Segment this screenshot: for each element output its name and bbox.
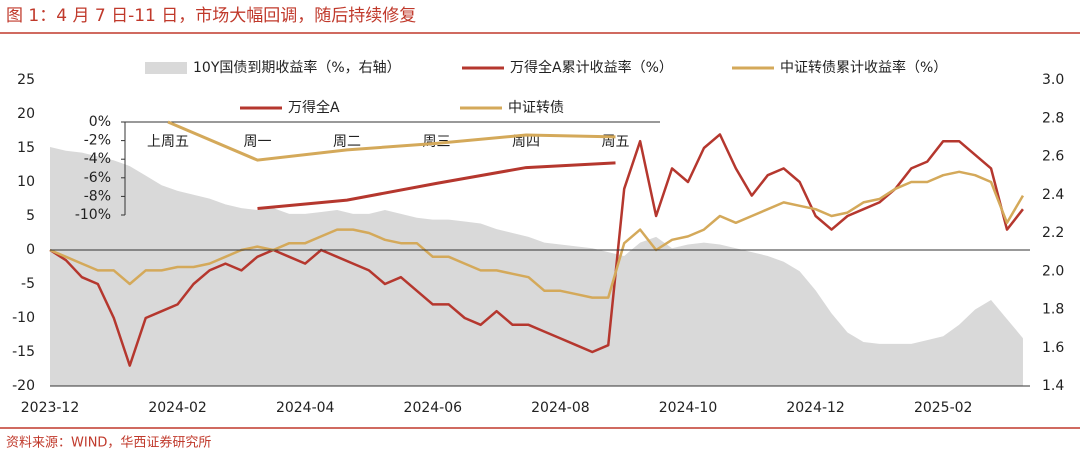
y-tick-label: 15 — [17, 140, 35, 156]
inset-y-tick-label: -4% — [84, 151, 111, 167]
inset-x-tick-label: 上周五 — [147, 134, 189, 150]
inset-y-tick-label: 0% — [89, 114, 111, 130]
y2-tick-label: 2.0 — [1042, 263, 1064, 279]
inset-y-tick-label: -10% — [75, 207, 111, 223]
y-tick-label: -5 — [21, 276, 35, 292]
y2-tick-label: 2.2 — [1042, 225, 1064, 241]
inset-x-tick-label: 周二 — [333, 134, 361, 150]
y2-tick-label: 1.6 — [1042, 340, 1064, 356]
source: 资料来源：WIND，华西证券研究所 — [6, 435, 211, 451]
y-tick-label: 10 — [17, 174, 35, 190]
x-tick-label: 2023-12 — [21, 400, 80, 416]
x-tick-label: 2024-04 — [276, 400, 335, 416]
inset-y-tick-label: -8% — [84, 188, 111, 204]
y2-tick-label: 3.0 — [1042, 72, 1064, 88]
legend-label: 万得全A累计收益率（%） — [510, 59, 673, 76]
inset-y-tick-label: -6% — [84, 170, 111, 186]
y2-tick-label: 1.8 — [1042, 302, 1064, 318]
area — [50, 146, 1023, 386]
inset-line — [167, 120, 616, 162]
y-tick-label: -10 — [12, 310, 35, 326]
y2-tick-label: 2.4 — [1042, 187, 1064, 203]
y-tick-label: 25 — [17, 72, 35, 88]
line — [49, 170, 1025, 299]
chart-title: 图 1：4 月 7 日-11 日，市场大幅回调，随后持续修复 — [6, 6, 416, 26]
legend-label: 中证转债累计收益率（%） — [780, 59, 947, 76]
x-tick-label: 2024-12 — [786, 400, 845, 416]
y-tick-label: 20 — [17, 106, 35, 122]
y2-tick-label: 2.8 — [1042, 110, 1064, 126]
inset-line — [257, 161, 616, 210]
y-tick-label: -20 — [12, 378, 35, 394]
legend-swatch — [145, 62, 187, 74]
x-tick-label: 2024-06 — [404, 400, 463, 416]
legend-label: 10Y国债到期收益率（%，右轴） — [193, 59, 401, 76]
x-tick-label: 2025-02 — [914, 400, 973, 416]
x-tick-label: 2024-08 — [531, 400, 590, 416]
inset-x-tick-label: 周四 — [512, 134, 540, 150]
y-tick-label: -15 — [12, 344, 35, 360]
line — [49, 133, 1024, 367]
inset-x-tick-label: 周一 — [244, 134, 272, 150]
y-tick-label: 0 — [26, 242, 35, 258]
inset-legend-label: 中证转债 — [508, 100, 564, 116]
x-tick-label: 2024-10 — [659, 400, 718, 416]
x-tick-label: 2024-02 — [148, 400, 207, 416]
inset-y-tick-label: -2% — [84, 133, 111, 149]
y2-tick-label: 2.6 — [1042, 149, 1064, 165]
y-tick-label: 5 — [26, 208, 35, 224]
y2-tick-label: 1.4 — [1042, 378, 1064, 394]
inset-legend-label: 万得全A — [288, 99, 340, 116]
